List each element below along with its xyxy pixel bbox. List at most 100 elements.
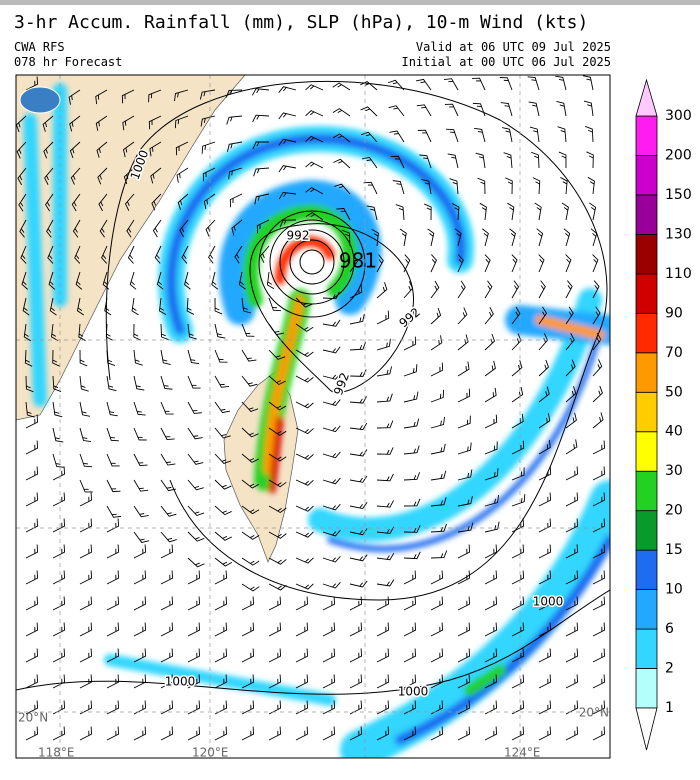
wind-barb (106, 479, 121, 493)
wind-barb (148, 89, 162, 103)
wind-barb (474, 127, 486, 143)
wind-barb (349, 580, 368, 588)
wind-barb (475, 152, 486, 169)
wind-barb (133, 674, 147, 689)
wind-barb (403, 700, 417, 715)
wind-barb (25, 596, 39, 611)
wind-barb (214, 453, 232, 465)
wind-barb (49, 297, 57, 316)
wind-barb (403, 674, 417, 689)
wind-barb (268, 596, 282, 611)
wind-barb (122, 141, 135, 158)
wind-barb (322, 582, 341, 589)
wind-barb (253, 167, 270, 177)
wind-barb (79, 570, 93, 585)
wind-barb (484, 521, 500, 533)
wind-barb (133, 648, 147, 663)
wind-barb (531, 151, 540, 169)
wind-barb (509, 228, 516, 247)
wind-barb (52, 518, 66, 533)
wind-barb (214, 375, 230, 388)
wind-barb (583, 100, 594, 117)
wind-barb (187, 427, 203, 440)
wind-barb (349, 622, 363, 637)
model-label: CWA RFS (14, 40, 65, 54)
wind-barb (44, 167, 54, 185)
wind-barb (376, 622, 390, 637)
wind-barb (78, 323, 86, 341)
wind-barb (17, 167, 27, 186)
wind-barb (561, 202, 569, 221)
wind-barb (558, 151, 567, 169)
wind-barb (187, 531, 205, 542)
wind-barb (101, 245, 108, 264)
wind-barb (457, 361, 470, 377)
wind-barb (538, 413, 551, 429)
wind-barb (360, 80, 378, 91)
colorbar: 1 2 6 10 15 20 30 40 50 70 90 110 130 150 200 300 (635, 78, 692, 751)
wind-barb (126, 219, 135, 238)
wind-barb (349, 648, 363, 663)
wind-barb (99, 219, 108, 238)
wind-barb (403, 498, 421, 507)
wind-barb (123, 167, 135, 185)
wind-barb (174, 115, 189, 129)
wind-barb (133, 401, 146, 416)
wind-barb (43, 141, 54, 159)
wind-barb (106, 570, 120, 585)
isobar-label: 981 (339, 249, 377, 273)
wind-barb (592, 596, 606, 611)
wind-barb (187, 401, 202, 414)
wind-barb (295, 674, 309, 689)
wind-barb (305, 161, 324, 169)
wind-barb (511, 280, 520, 299)
wind-barb (187, 349, 200, 365)
wind-barb (268, 479, 287, 488)
wind-barb (322, 503, 341, 511)
wind-barb (187, 700, 201, 715)
wind-barb (403, 308, 416, 325)
wind-barb (52, 466, 66, 481)
wind-barb (71, 193, 81, 212)
wind-barb (538, 492, 552, 507)
wind-barb (565, 280, 573, 299)
wind-barb (484, 307, 494, 325)
wind-barb (52, 492, 66, 507)
wind-barb (565, 518, 579, 533)
wind-barb (322, 425, 341, 433)
wind-barb (295, 531, 314, 538)
wind-barb (592, 700, 606, 715)
wind-barb (214, 297, 223, 315)
wind-barb (268, 726, 282, 741)
wind-barb (25, 440, 39, 455)
wind-barb (25, 570, 39, 585)
wind-barb (592, 622, 606, 637)
wind-barb (322, 372, 341, 380)
wind-barb (268, 297, 282, 312)
wind-barb (268, 453, 287, 462)
top-bar (0, 0, 700, 5)
wind-barb (241, 700, 255, 715)
wind-barb (376, 500, 394, 508)
wind-barb (592, 518, 606, 533)
wind-barb (79, 401, 91, 417)
wind-barb (376, 473, 394, 482)
wind-barb (403, 418, 420, 429)
wind-barb (565, 359, 576, 377)
wind-barb (538, 674, 552, 689)
wind-barb (241, 648, 255, 663)
wind-barb (376, 674, 390, 689)
wind-barb (52, 570, 66, 585)
wind-barb (484, 333, 496, 351)
wind-barb (156, 271, 164, 290)
wind-barb (430, 362, 444, 377)
wind-barb (592, 412, 604, 429)
wind-barb (79, 453, 92, 468)
wind-barb (376, 420, 394, 429)
wind-barb (133, 596, 147, 611)
wind-barb (208, 245, 216, 264)
wind-barb (214, 505, 232, 516)
colorbar-segment (635, 668, 658, 709)
wind-barb (511, 544, 525, 559)
wind-barb (430, 280, 440, 299)
